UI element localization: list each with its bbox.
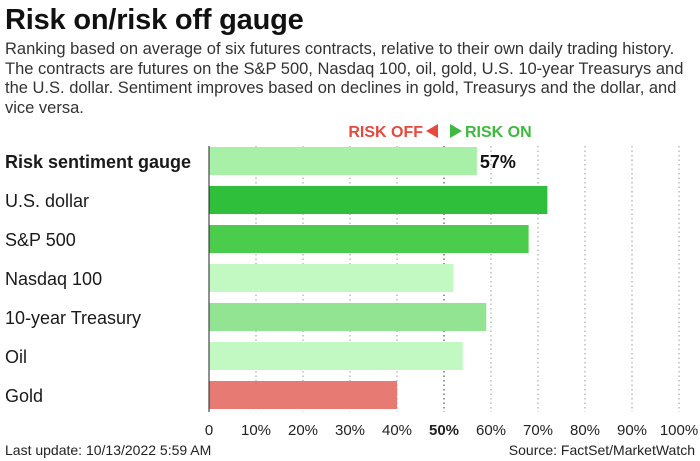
arrow-left-icon <box>426 124 438 138</box>
bar-5 <box>209 342 463 370</box>
x-tick-label-30: 30% <box>335 422 365 439</box>
x-tick-label-10: 10% <box>241 422 271 439</box>
x-tick-label-50: 50% <box>429 422 459 439</box>
bar-4 <box>209 303 487 331</box>
last-update: Last update: 10/13/2022 5:59 AM <box>5 442 212 458</box>
x-tick-label-100: 100% <box>660 422 698 439</box>
risk-off-label: RISK OFF <box>348 124 423 141</box>
category-label-5: Oil <box>5 347 27 367</box>
category-label-0: Risk sentiment gauge <box>5 152 191 172</box>
x-tick-label-60: 60% <box>476 422 506 439</box>
category-label-3: Nasdaq 100 <box>5 269 102 289</box>
arrow-right-icon <box>450 124 462 138</box>
chart-subtitle: Ranking based on average of six futures … <box>5 40 684 117</box>
category-label-4: 10-year Treasury <box>5 308 141 328</box>
bar-3 <box>209 264 454 292</box>
x-tick-label-80: 80% <box>570 422 600 439</box>
chart-title: Risk on/risk off gauge <box>5 4 304 36</box>
bar-6 <box>209 381 397 409</box>
x-tick-label-70: 70% <box>523 422 553 439</box>
x-tick-label-40: 40% <box>382 422 412 439</box>
category-label-1: U.S. dollar <box>5 191 89 211</box>
bar-1 <box>209 186 548 214</box>
value-label-gauge: 57% <box>480 152 516 172</box>
x-tick-label-20: 20% <box>288 422 318 439</box>
bar-2 <box>209 225 529 253</box>
x-tick-label-90: 90% <box>617 422 647 439</box>
category-label-6: Gold <box>5 386 43 406</box>
bar-0 <box>209 147 477 175</box>
source-credit: Source: FactSet/MarketWatch <box>508 442 695 458</box>
category-label-2: S&P 500 <box>5 230 76 250</box>
risk-on-label: RISK ON <box>465 124 532 141</box>
x-tick-label-0: 0 <box>205 422 213 439</box>
